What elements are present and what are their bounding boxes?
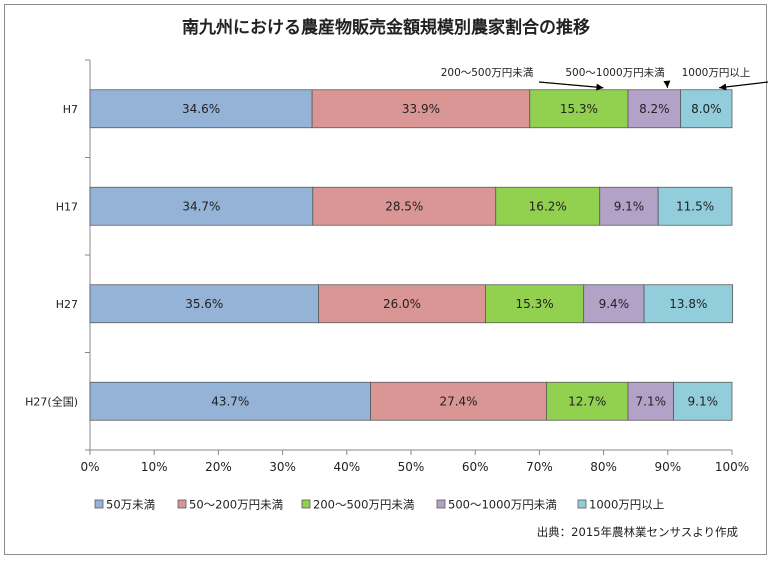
data-label: 27.4% <box>439 394 477 408</box>
bar-segment <box>583 284 645 324</box>
annotations: 200～500万円未満 500～1000万円未満 1000万円以上 <box>441 67 769 91</box>
x-tick-label: 100% <box>715 460 749 474</box>
category-label: H17 <box>56 200 78 213</box>
bar-segment <box>680 89 733 129</box>
x-tick-label: 80% <box>590 460 617 474</box>
data-label: 43.7% <box>211 394 249 408</box>
x-tick-label: 0% <box>80 460 99 474</box>
annotation-arrow-line <box>538 81 604 89</box>
annotation-arrow-head <box>663 80 671 88</box>
category-label: H7 <box>63 103 78 116</box>
bar-segment <box>599 186 659 226</box>
legend-label: 50万未満 <box>106 498 155 512</box>
legend-swatch <box>577 499 587 509</box>
data-label: 9.1% <box>614 199 645 213</box>
data-label: 9.1% <box>688 394 719 408</box>
bar-segment <box>318 284 486 324</box>
legend-label: 200～500万円未満 <box>313 498 414 512</box>
data-label: 34.6% <box>182 102 220 116</box>
bar-segment <box>673 381 733 421</box>
legend-swatch <box>301 499 311 509</box>
x-tick-label: 90% <box>654 460 681 474</box>
category-label: H27(全国) <box>25 394 78 408</box>
legend-label: 500～1000万円未満 <box>448 498 557 512</box>
annotation-label: 200～500万円未満 <box>441 67 534 79</box>
source-note: 出典：2015年農林業センサスより作成 <box>537 525 739 539</box>
annotation-label: 500～1000万円未満 <box>565 67 665 79</box>
bar-segment <box>89 89 313 129</box>
annotation-label: 1000万円以上 <box>682 67 751 79</box>
bar-segment <box>529 89 629 129</box>
data-label: 28.5% <box>385 199 423 213</box>
data-label: 8.0% <box>691 102 722 116</box>
legend-swatch <box>436 499 446 509</box>
bar-segment <box>627 89 682 129</box>
bar-segment <box>627 381 674 421</box>
data-label: 15.3% <box>560 102 598 116</box>
x-tick-label: 30% <box>269 460 296 474</box>
data-label: 13.8% <box>669 297 707 311</box>
bar-segment <box>89 186 314 226</box>
bar-segment <box>89 381 371 421</box>
bar-segment <box>495 186 601 226</box>
bar-segment <box>89 284 319 324</box>
annotation-arrow-head <box>596 83 604 91</box>
data-label: 16.2% <box>529 199 567 213</box>
x-tick-label: 40% <box>333 460 360 474</box>
data-label: 12.7% <box>568 394 606 408</box>
data-label: 26.0% <box>383 297 421 311</box>
data-label: 35.6% <box>185 297 223 311</box>
data-label: 8.2% <box>639 102 670 116</box>
bar-segment <box>657 186 733 226</box>
bars: 34.6% 33.9% 15.3% 8.2% 8.0% 34.7% 28.5% 16.2% 9.… <box>89 89 734 421</box>
data-label: 9.4% <box>599 297 630 311</box>
x-tick-label: 10% <box>141 460 168 474</box>
data-label: 15.3% <box>516 297 554 311</box>
axes: 0% 10% 20% 30% 40% 50% 60% 70% 80% 90% 100% H7 H17 H2… <box>25 59 749 474</box>
data-label: 34.7% <box>182 199 220 213</box>
bar-segment <box>370 381 547 421</box>
annotation-arrow-head <box>719 83 727 91</box>
legend-swatch <box>94 499 104 509</box>
bar-segment <box>311 89 531 129</box>
legend: 50万未満 50～200万円未満 200～500万円未満 500～1000万円未満 10… <box>94 498 664 512</box>
x-tick-label: 70% <box>526 460 553 474</box>
legend-label: 1000万円以上 <box>589 498 664 512</box>
annotation-arrow-line <box>719 81 769 89</box>
bar-segment <box>546 381 629 421</box>
x-tick-label: 20% <box>205 460 232 474</box>
x-tick-label: 50% <box>398 460 425 474</box>
chart-title: 南九州における農産物販売金額規模別農家割合の推移 <box>182 17 590 38</box>
data-label: 11.5% <box>676 199 714 213</box>
category-label: H27 <box>56 298 78 311</box>
bar-segment <box>643 284 734 324</box>
legend-label: 50～200万円未満 <box>189 498 283 512</box>
x-tick-label: 60% <box>462 460 489 474</box>
data-label: 7.1% <box>636 394 667 408</box>
data-label: 33.9% <box>402 102 440 116</box>
legend-swatch <box>177 499 187 509</box>
